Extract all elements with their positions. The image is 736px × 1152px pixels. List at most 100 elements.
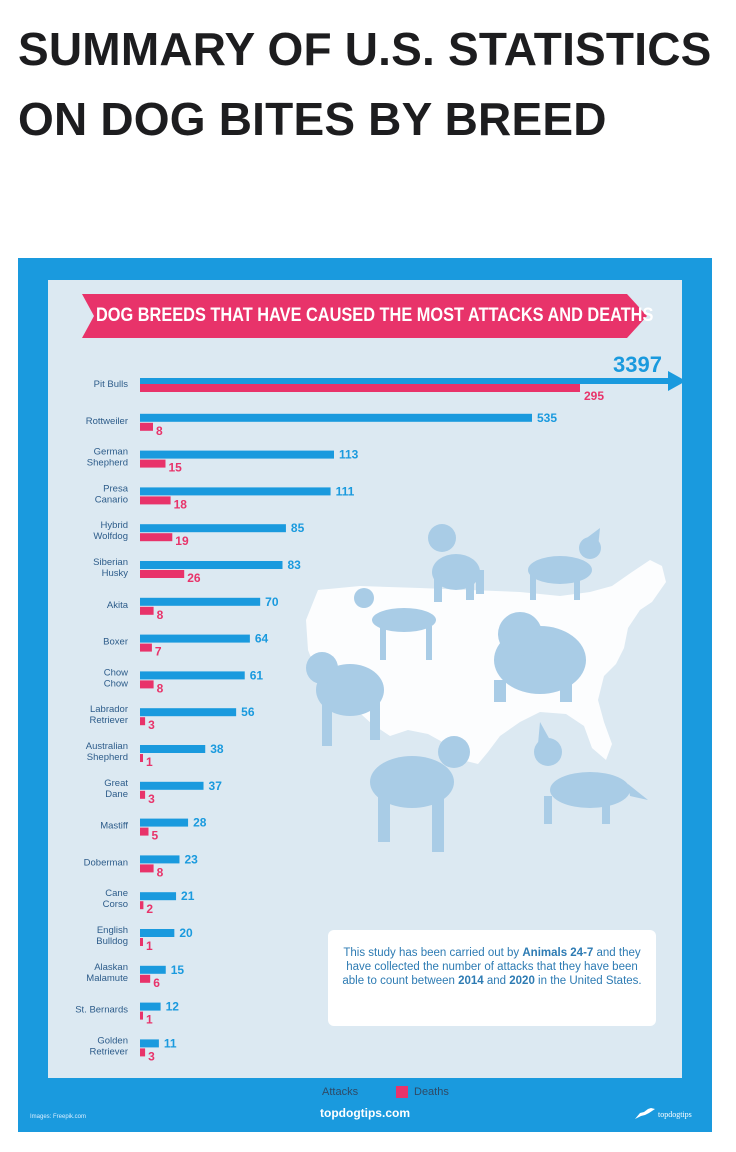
category-label: Boxer <box>103 637 128 648</box>
attack-value-label: 15 <box>171 963 185 977</box>
note-part1: This study has been carried out by <box>343 947 523 959</box>
death-bar <box>140 496 171 505</box>
category-label: English Bulldog <box>96 925 128 947</box>
category-label: Akita <box>107 600 129 611</box>
category-label: Chow Chow <box>104 667 128 689</box>
death-value-label: 1 <box>146 1013 153 1027</box>
attack-bar <box>140 929 175 937</box>
attack-value-label: 38 <box>210 742 224 756</box>
footer-logo-text: topdogtips <box>658 1109 692 1119</box>
category-label: Australian Shepherd <box>86 741 128 763</box>
category-label: Labrador Retriever <box>89 704 128 726</box>
death-bar <box>140 901 144 910</box>
death-value-label: 2 <box>146 902 153 916</box>
attack-value-label: 83 <box>287 558 301 572</box>
category-label: Hybrid Wolfdog <box>93 520 128 542</box>
note-part2: and they have collected the number of at… <box>342 947 641 987</box>
attack-bar <box>140 1039 159 1048</box>
category-label: Cane Corso <box>103 888 128 910</box>
death-value-label: 3 <box>148 1049 155 1063</box>
death-value-label: 15 <box>169 461 183 475</box>
legend-attacks-swatch <box>304 1086 316 1098</box>
attack-bar <box>140 634 250 643</box>
bars: Pit Bulls 3397 295 Rottweiler 535 8 German Shep… <box>75 352 686 1063</box>
death-bar <box>140 570 185 578</box>
death-value-label: 8 <box>157 865 164 879</box>
death-bar <box>140 680 154 689</box>
attack-bar <box>140 450 334 459</box>
attack-arrow-head <box>668 371 686 391</box>
death-bar <box>140 422 153 431</box>
legend-deaths-swatch <box>396 1086 408 1098</box>
death-value-label: 7 <box>155 645 162 659</box>
death-bar <box>140 459 166 468</box>
attack-bar <box>140 1002 161 1011</box>
doberman-silhouette <box>354 588 436 660</box>
attack-value-label: 28 <box>193 816 207 830</box>
attack-bar <box>140 745 206 753</box>
death-value-label: 8 <box>157 681 164 695</box>
attack-value-label: 21 <box>181 889 195 903</box>
attack-bar <box>140 378 668 384</box>
death-value-label: 19 <box>175 534 189 548</box>
dog-logo-icon <box>634 1106 656 1122</box>
category-label: Alaskan Malamute <box>86 962 128 984</box>
chart-title: DOG BREEDS THAT HAVE CAUSED THE MOST ATT… <box>96 305 654 326</box>
attack-value-label: 20 <box>179 926 193 940</box>
attack-value-label: 12 <box>166 1000 180 1014</box>
attack-bar <box>140 561 283 569</box>
death-value-label: 295 <box>584 389 604 403</box>
death-value-label: 1 <box>146 755 153 769</box>
death-bar <box>140 974 151 983</box>
attack-value-label: 3397 <box>613 352 662 377</box>
death-value-label: 26 <box>187 571 201 585</box>
note-part4: in the United States. <box>534 975 642 987</box>
category-label: Pit Bulls <box>94 379 129 390</box>
note-source: Animals 24-7 <box>522 947 594 959</box>
attack-value-label: 56 <box>241 705 255 719</box>
category-label: Siberian Husky <box>93 557 128 579</box>
death-value-label: 18 <box>174 497 188 511</box>
death-bar <box>140 384 580 392</box>
study-note-text: This study has been carried out by Anima… <box>342 946 642 988</box>
attack-bar <box>140 781 204 790</box>
attack-bar <box>140 524 286 533</box>
legend-attacks: Attacks <box>304 1084 358 1100</box>
attack-bar <box>140 892 177 901</box>
category-label: Great Dane <box>104 778 128 800</box>
category-label: Doberman <box>84 857 128 868</box>
attack-bar <box>140 671 245 680</box>
attack-bar <box>140 855 180 864</box>
category-label: St. Bernards <box>75 1005 128 1016</box>
death-bar <box>140 827 149 836</box>
attack-bar <box>140 597 261 606</box>
attack-value-label: 37 <box>209 779 223 793</box>
legend-deaths-label: Deaths <box>414 1086 449 1098</box>
attack-bar <box>140 708 237 717</box>
attack-value-label: 85 <box>291 521 305 535</box>
attack-value-label: 70 <box>265 595 279 609</box>
attack-bar <box>140 818 189 827</box>
death-value-label: 1 <box>146 939 153 953</box>
death-value-label: 3 <box>148 792 155 806</box>
attack-bar <box>140 487 331 496</box>
death-bar <box>140 1011 143 1020</box>
dog-silhouettes <box>306 524 648 852</box>
category-label: Rottweiler <box>86 416 128 427</box>
attack-value-label: 64 <box>255 632 269 646</box>
chow-chow-silhouette <box>494 612 586 702</box>
death-bar <box>140 790 146 799</box>
death-bar <box>140 864 154 873</box>
death-value-label: 6 <box>153 976 160 990</box>
footer-site-link[interactable]: topdogtips.com <box>320 1106 410 1120</box>
death-value-label: 8 <box>157 608 164 622</box>
death-bar <box>140 754 143 762</box>
death-bar <box>140 717 146 726</box>
category-label: Presa Canario <box>95 483 129 505</box>
category-label: Mastiff <box>100 821 128 832</box>
death-bar <box>140 606 154 615</box>
category-label: Golden Retriever <box>89 1035 128 1057</box>
death-value-label: 8 <box>156 424 163 438</box>
death-bar <box>140 938 143 946</box>
german-shepherd-silhouette <box>534 722 648 824</box>
